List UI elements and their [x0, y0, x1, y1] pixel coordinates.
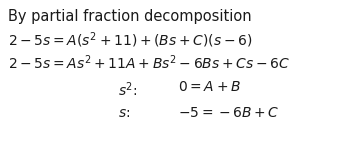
Text: $-5=-6B+C$: $-5=-6B+C$ — [178, 106, 280, 120]
Text: By partial fraction decomposition: By partial fraction decomposition — [8, 9, 252, 24]
Text: $s\!:$: $s\!:$ — [118, 106, 131, 120]
Text: $2-5s = A(s^2+11)+(Bs+C)(s-6)$: $2-5s = A(s^2+11)+(Bs+C)(s-6)$ — [8, 30, 252, 50]
Text: $0=A+B$: $0=A+B$ — [178, 80, 241, 94]
Text: $s^2\!:$: $s^2\!:$ — [118, 80, 138, 99]
Text: $2-5s = As^2+11A+Bs^2-6Bs+Cs-6C$: $2-5s = As^2+11A+Bs^2-6Bs+Cs-6C$ — [8, 53, 290, 72]
